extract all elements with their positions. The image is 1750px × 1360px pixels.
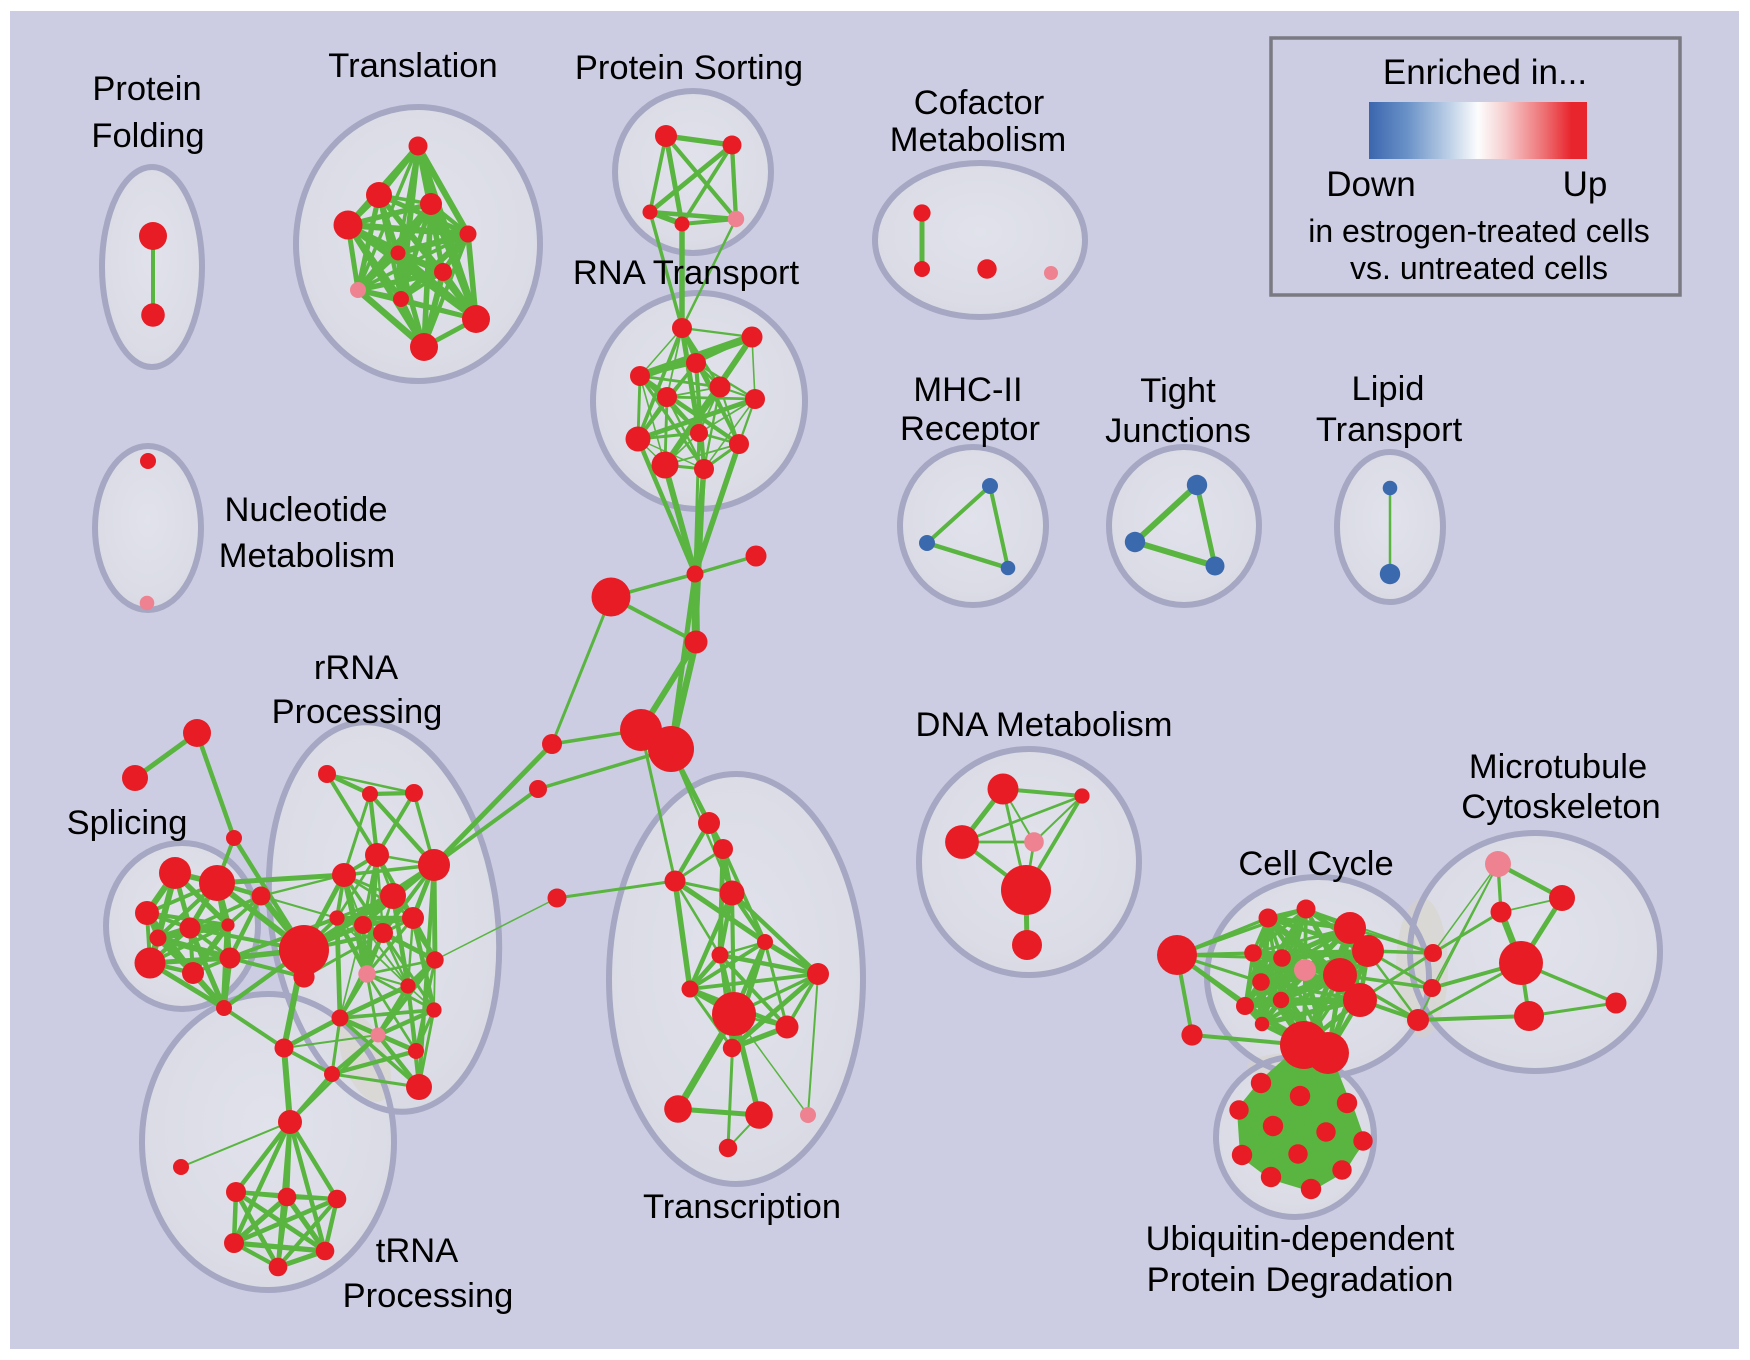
svg-text:Junctions: Junctions xyxy=(1105,412,1251,450)
svg-text:DNA Metabolism: DNA Metabolism xyxy=(916,706,1173,744)
svg-text:Lipid: Lipid xyxy=(1352,370,1425,408)
svg-text:Processing: Processing xyxy=(272,693,443,731)
svg-text:Tight: Tight xyxy=(1140,372,1216,410)
svg-text:Splicing: Splicing xyxy=(67,804,188,842)
svg-text:Down: Down xyxy=(1326,165,1415,204)
svg-text:Up: Up xyxy=(1563,165,1608,204)
svg-text:Translation: Translation xyxy=(328,47,497,85)
svg-text:Processing: Processing xyxy=(343,1277,514,1315)
svg-text:Metabolism: Metabolism xyxy=(890,121,1066,159)
svg-text:RNA Transport: RNA Transport xyxy=(573,254,800,292)
svg-text:Transport: Transport xyxy=(1316,411,1463,449)
svg-text:MHC-II: MHC-II xyxy=(913,371,1022,409)
svg-text:rRNA: rRNA xyxy=(314,649,398,687)
svg-text:Folding: Folding xyxy=(91,117,204,155)
svg-text:Cytoskeleton: Cytoskeleton xyxy=(1461,788,1660,826)
svg-text:in estrogen-treated cells: in estrogen-treated cells xyxy=(1308,213,1650,249)
svg-text:Protein Degradation: Protein Degradation xyxy=(1147,1261,1454,1299)
svg-text:Nucleotide: Nucleotide xyxy=(224,491,387,529)
svg-text:Protein Sorting: Protein Sorting xyxy=(575,49,803,87)
svg-text:Cell Cycle: Cell Cycle xyxy=(1238,845,1393,883)
svg-text:Ubiquitin-dependent: Ubiquitin-dependent xyxy=(1146,1220,1455,1258)
svg-text:Transcription: Transcription xyxy=(643,1188,841,1226)
svg-text:tRNA: tRNA xyxy=(376,1232,458,1270)
svg-text:Enriched in...: Enriched in... xyxy=(1383,53,1587,92)
svg-text:Microtubule: Microtubule xyxy=(1469,748,1647,786)
svg-text:Receptor: Receptor xyxy=(900,410,1040,448)
svg-text:Protein: Protein xyxy=(92,70,201,108)
svg-text:vs. untreated cells: vs. untreated cells xyxy=(1350,250,1608,286)
svg-text:Metabolism: Metabolism xyxy=(219,537,395,575)
svg-text:Cofactor: Cofactor xyxy=(914,84,1044,122)
